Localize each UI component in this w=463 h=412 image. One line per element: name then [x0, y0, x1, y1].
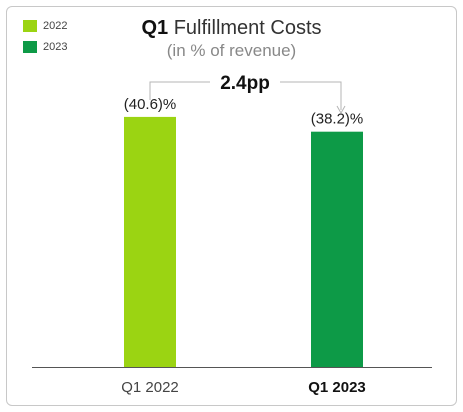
bar-0 [124, 116, 176, 368]
change-annotation: 2.4pp [220, 73, 270, 94]
chart-subtitle: (in % of revenue) [166, 41, 297, 60]
chart-title-bold: Q1 [141, 17, 169, 39]
bracket-left [149, 81, 210, 100]
legend-label-2023: 2023 [43, 41, 68, 53]
legend-item-2022: 2022 [23, 18, 67, 34]
chart-title: Q1 Fulfillment Costs [0, 17, 463, 40]
bar-value-label-1: (38.2)% [311, 111, 364, 128]
legend: 2022 2023 [23, 18, 67, 60]
chart-frame [6, 6, 457, 406]
chart-title-rest: Fulfillment Costs [168, 17, 322, 39]
legend-swatch-2023 [23, 41, 37, 53]
legend-item-2023: 2023 [23, 39, 67, 55]
bracket-right [280, 81, 342, 110]
x-tick-label-1: Q1 2023 [308, 379, 366, 396]
bar-1 [311, 131, 363, 367]
bracket-arrowhead [336, 105, 346, 115]
bar-value-label-0: (40.6)% [124, 96, 177, 113]
legend-label-2022: 2022 [43, 20, 68, 32]
x-tick-label-0: Q1 2022 [121, 379, 179, 396]
legend-swatch-2022 [23, 20, 37, 32]
